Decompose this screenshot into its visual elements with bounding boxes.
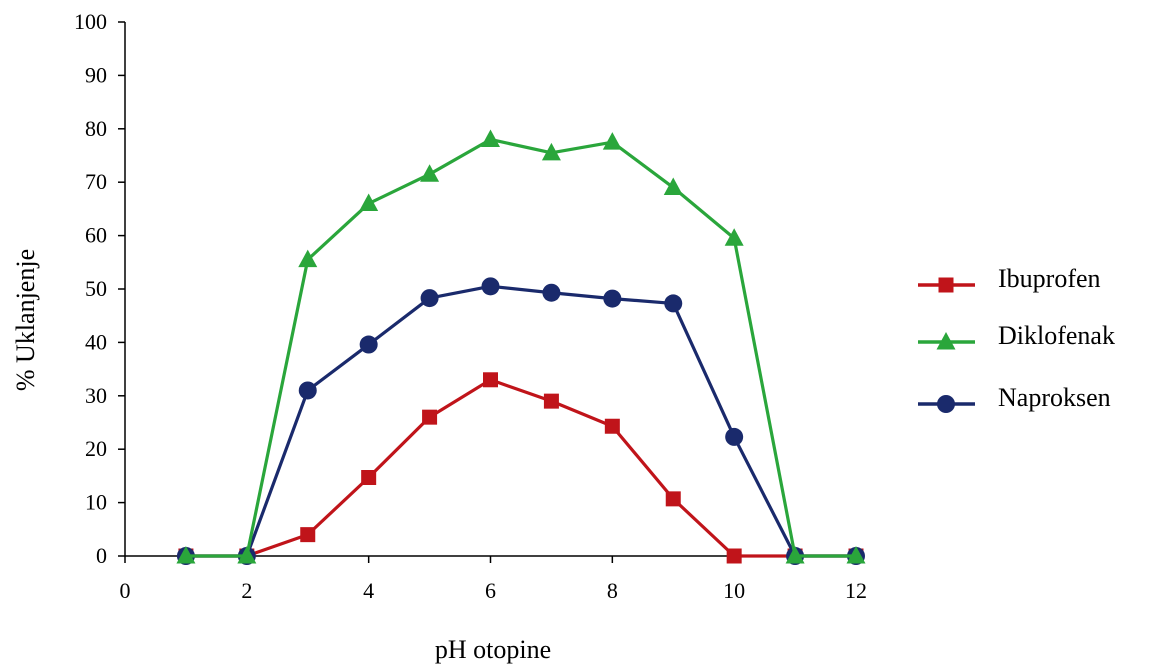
data-point-diklofenak [298,249,318,268]
data-point-ibuprofen [300,527,316,543]
series-naproksen [176,277,865,565]
y-tick-label: 30 [85,383,107,408]
series-line-diklofenak [185,137,856,558]
y-tick-label: 10 [85,490,107,515]
legend-marker-ibuprofen [938,277,954,293]
x-axis-title: pH otopine [435,635,551,664]
series-line-ibuprofen [185,378,856,558]
data-point-ibuprofen [361,470,377,486]
data-point-diklofenak [785,546,805,564]
x-tick-label: 4 [363,578,374,603]
x-tick-label: 8 [607,578,618,603]
legend-item-naproksen: Naproksen [918,383,1111,413]
legend-marker-naproksen [937,395,955,413]
data-point-naproksen [664,294,683,313]
data-point-diklofenak [663,177,683,196]
data-point-diklofenak [541,142,561,161]
data-point-diklofenak [420,164,440,182]
data-point-naproksen [420,289,439,308]
series-ibuprofen [178,372,864,564]
legend-label-diklofenak: Diklofenak [998,321,1115,350]
x-tick-label: 12 [845,578,867,603]
data-point-ibuprofen [604,418,620,434]
x-tick-label: 10 [723,578,745,603]
data-point-naproksen [481,277,500,296]
data-point-naproksen [542,283,561,302]
legend-marker-diklofenak [936,332,956,350]
data-point-diklofenak [481,129,500,147]
legend-item-diklofenak: Diklofenak [918,321,1115,350]
data-point-diklofenak [359,193,379,212]
y-tick-label: 70 [85,169,107,194]
x-tick-label: 2 [241,578,252,603]
data-point-diklofenak [846,546,866,564]
data-point-diklofenak [237,546,257,564]
data-point-diklofenak [724,228,744,246]
y-tick-label: 0 [96,543,107,568]
legend: Ibuprofen Diklofenak Naproksen [918,264,1115,413]
series-line-naproksen [185,284,856,558]
y-axis-title: % Uklanjenje [11,249,40,391]
data-point-ibuprofen [665,491,681,507]
data-point-ibuprofen [422,409,438,425]
y-tick-label: 50 [85,276,107,301]
data-point-naproksen [603,289,622,308]
y-tick-label: 100 [74,9,107,34]
x-tick-label: 6 [485,578,496,603]
y-tick-label: 40 [85,329,107,354]
axes: 0 10 20 30 40 50 60 70 80 90 100 0 2 4 6 8 10 12 [74,9,867,603]
data-point-ibuprofen [483,372,498,388]
data-point-naproksen [298,381,317,400]
data-point-ibuprofen [543,393,559,409]
series-diklofenak [176,129,866,564]
data-point-naproksen [359,335,378,354]
x-tick-label: 0 [120,578,131,603]
legend-item-ibuprofen: Ibuprofen [918,264,1101,293]
data-point-naproksen [725,427,744,446]
y-tick-label: 20 [85,436,107,461]
legend-label-naproksen: Naproksen [998,383,1111,412]
y-tick-label: 80 [85,116,107,141]
data-point-diklofenak [602,132,622,150]
series-layer [176,129,866,565]
legend-label-ibuprofen: Ibuprofen [998,264,1101,293]
y-tick-label: 60 [85,223,107,248]
y-tick-label: 90 [85,62,107,87]
data-point-ibuprofen [726,548,742,564]
data-point-diklofenak [176,546,196,564]
